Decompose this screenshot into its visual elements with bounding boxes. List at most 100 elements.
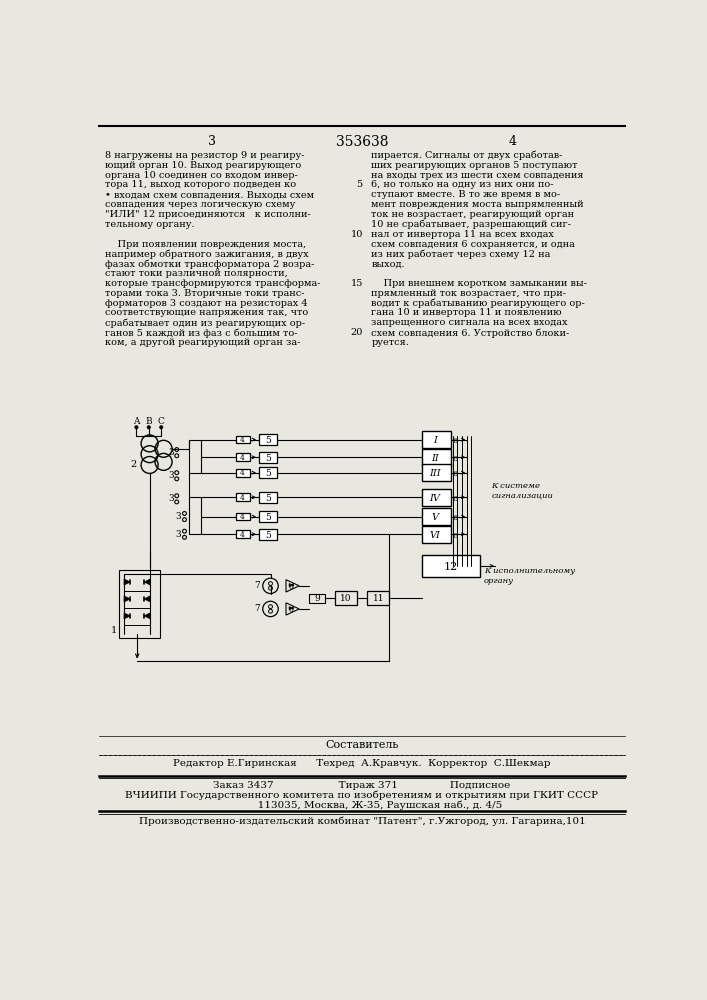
Text: При внешнем коротком замыкании вы-: При внешнем коротком замыкании вы-	[371, 279, 587, 288]
Text: • входам схем совпадения. Выходы схем: • входам схем совпадения. Выходы схем	[105, 190, 315, 199]
Text: 7: 7	[255, 581, 260, 590]
Text: торами тока 3. Вторичные токи транс-: торами тока 3. Вторичные токи транс-	[105, 289, 305, 298]
Bar	[259, 529, 277, 540]
Bar	[235, 513, 250, 520]
Text: запрещенного сигнала на всех входах: запрещенного сигнала на всех входах	[371, 318, 568, 327]
Text: I: I	[433, 436, 437, 445]
Bar	[335, 591, 356, 605]
Circle shape	[135, 426, 138, 429]
Text: III: III	[429, 469, 440, 478]
Text: IV: IV	[429, 494, 440, 503]
Polygon shape	[144, 579, 151, 585]
Text: Составитель: Составитель	[325, 740, 399, 750]
Text: из них работает через схему 12 на: из них работает через схему 12 на	[371, 249, 551, 259]
Text: Редактор Е.Гиринская      Техред  А.Кравчук.  Корректор  С.Шекмар: Редактор Е.Гиринская Техред А.Кравчук. К…	[173, 759, 551, 768]
Circle shape	[160, 426, 163, 429]
Text: прямленный ток возрастает, что при-: прямленный ток возрастает, что при-	[371, 289, 566, 298]
Text: ток не возрастает, реагирующий орган: ток не возрастает, реагирующий орган	[371, 210, 574, 219]
Text: гана 10 и инвертора 11 и появлению: гана 10 и инвертора 11 и появлению	[371, 308, 562, 317]
Text: 11: 11	[373, 594, 384, 603]
Text: 10: 10	[351, 230, 363, 239]
Text: 5: 5	[265, 531, 271, 540]
Text: 12: 12	[443, 562, 457, 572]
Text: C: C	[158, 417, 165, 426]
Text: 4: 4	[240, 454, 245, 462]
Text: выход.: выход.	[371, 259, 405, 268]
Bar	[259, 511, 277, 522]
Bar	[235, 436, 250, 443]
Text: стают токи различной полярности,: стают токи различной полярности,	[105, 269, 288, 278]
Text: совпадения через логическую схему: совпадения через логическую схему	[105, 200, 296, 209]
Text: 20: 20	[351, 328, 363, 337]
Text: ВЧИИПИ Государственного комитета по изобретениям и открытиям при ГКИТ СССР: ВЧИИПИ Государственного комитета по изоб…	[125, 791, 598, 800]
Bar	[235, 469, 250, 477]
Text: 9: 9	[314, 594, 320, 603]
Text: 5: 5	[265, 513, 271, 522]
Text: 5: 5	[265, 454, 271, 463]
Polygon shape	[124, 613, 130, 619]
Text: Производственно-издательский комбинат "Патент", г.Ужгород, ул. Гагарина,101: Производственно-издательский комбинат "П…	[139, 816, 585, 826]
Text: 15: 15	[351, 279, 363, 288]
Polygon shape	[144, 613, 151, 619]
Text: 7: 7	[255, 604, 260, 613]
Text: схем совпадения 6. Устройство блоки-: схем совпадения 6. Устройство блоки-	[371, 328, 570, 338]
Text: 5: 5	[265, 436, 271, 445]
Text: тора 11, выход которого подведен ко: тора 11, выход которого подведен ко	[105, 180, 296, 189]
Text: 6: 6	[452, 532, 458, 540]
Text: соответствующие напряжения так, что: соответствующие напряжения так, что	[105, 308, 309, 317]
Text: нал от инвертора 11 на всех входах: нал от инвертора 11 на всех входах	[371, 230, 554, 239]
Text: 6, но только на одну из них они по-: 6, но только на одну из них они по-	[371, 180, 554, 189]
Bar	[259, 434, 277, 445]
Polygon shape	[144, 596, 151, 602]
Bar	[259, 492, 277, 503]
Bar	[421, 555, 480, 577]
Text: VI: VI	[429, 531, 440, 540]
Text: 8: 8	[288, 606, 293, 614]
Text: 5: 5	[265, 469, 271, 478]
Text: схем совпадения 6 сохраняется, и одна: схем совпадения 6 сохраняется, и одна	[371, 240, 575, 249]
Bar	[421, 508, 451, 525]
Text: 4: 4	[240, 469, 245, 477]
Text: 6: 6	[452, 495, 458, 503]
Polygon shape	[289, 607, 293, 610]
Text: 6: 6	[452, 470, 458, 478]
Text: 6: 6	[452, 437, 458, 445]
Text: мент повреждения моста выпрямленный: мент повреждения моста выпрямленный	[371, 200, 584, 209]
Bar	[259, 467, 277, 478]
Text: 3: 3	[168, 448, 174, 457]
Text: например обратного зажигания, в двух: например обратного зажигания, в двух	[105, 249, 309, 259]
Text: 8 нагружены на резистор 9 и реагиру-: 8 нагружены на резистор 9 и реагиру-	[105, 151, 305, 160]
Text: II: II	[431, 454, 438, 463]
Circle shape	[148, 426, 150, 429]
Text: на входы трех из шести схем совпадения: на входы трех из шести схем совпадения	[371, 171, 584, 180]
Text: 2: 2	[130, 460, 136, 469]
Text: водит к срабатыванию реагирующего ор-: водит к срабатыванию реагирующего ор-	[371, 299, 585, 308]
Polygon shape	[124, 579, 130, 585]
Text: форматоров 3 создают на резисторах 4: форматоров 3 создают на резисторах 4	[105, 299, 308, 308]
Text: 3: 3	[168, 494, 174, 503]
Bar	[421, 431, 451, 448]
Text: которые трансформируются трансформа-: которые трансформируются трансформа-	[105, 279, 321, 288]
Text: 4: 4	[509, 135, 517, 148]
Text: 5: 5	[356, 180, 363, 189]
Text: пирается. Сигналы от двух сработав-: пирается. Сигналы от двух сработав-	[371, 151, 563, 160]
Text: 3: 3	[176, 512, 182, 521]
Text: ступают вместе. В то же время в мо-: ступают вместе. В то же время в мо-	[371, 190, 561, 199]
Text: В: В	[146, 417, 152, 426]
Text: 1: 1	[111, 626, 117, 635]
Bar	[259, 452, 277, 463]
Bar	[421, 464, 451, 481]
Text: 8: 8	[288, 583, 293, 591]
Bar	[235, 530, 250, 538]
Text: срабатывает один из реагирующих ор-: срабатывает один из реагирующих ор-	[105, 318, 305, 328]
Text: ших реагирующих органов 5 поступают: ших реагирующих органов 5 поступают	[371, 161, 578, 170]
Bar	[235, 453, 250, 461]
Text: 113035, Москва, Ж-35, Раушская наб., д. 4/5: 113035, Москва, Ж-35, Раушская наб., д. …	[222, 801, 502, 810]
Text: 5: 5	[265, 494, 271, 503]
Text: ком, а другой реагирующий орган за-: ком, а другой реагирующий орган за-	[105, 338, 300, 347]
Text: органа 10 соединен со входом инвер-: органа 10 соединен со входом инвер-	[105, 171, 298, 180]
Bar	[368, 591, 389, 605]
Text: 6: 6	[452, 514, 458, 522]
Bar	[421, 526, 451, 543]
Text: К исполнительному
органу: К исполнительному органу	[484, 567, 575, 585]
